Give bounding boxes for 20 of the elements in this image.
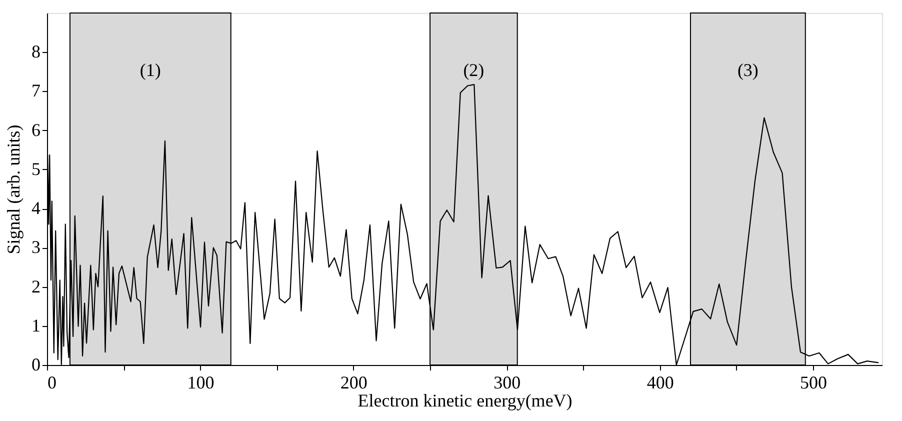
y-tick-label: 4 <box>32 198 40 218</box>
band-label: (3) <box>737 60 758 80</box>
y-tick-label: 5 <box>32 158 40 179</box>
y-tick-label: 6 <box>32 120 40 140</box>
y-tick-label: 8 <box>32 42 40 62</box>
y-tick-label: 0 <box>32 354 40 374</box>
y-tick-label: 1 <box>32 315 40 336</box>
band-label: (2) <box>463 60 484 80</box>
x-tick-label: 200 <box>340 372 368 392</box>
y-tick-label: 7 <box>32 80 40 101</box>
band-label: (1) <box>140 60 161 80</box>
x-tick-label: 300 <box>494 372 521 392</box>
y-tick-label: 3 <box>32 237 40 258</box>
x-tick-label: 400 <box>646 372 674 392</box>
y-tick-label: 2 <box>32 276 40 296</box>
x-tick-label: 100 <box>187 372 214 392</box>
y-axis-title: Signal (arb. units) <box>4 124 24 254</box>
x-tick-label: 500 <box>800 372 828 392</box>
x-tick-label: 0 <box>48 372 56 392</box>
x-axis-title: Electron kinetic energy(meV) <box>358 390 572 410</box>
